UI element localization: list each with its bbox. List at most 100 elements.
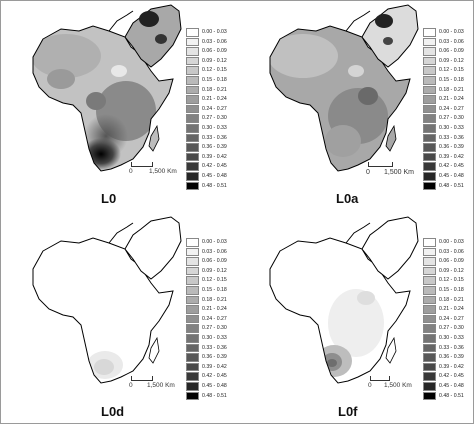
legend-range-label: 0.06 - 0.09 (439, 48, 464, 55)
scale-label: 1,500 Km (384, 382, 412, 389)
legend-class-row: 0.15 - 0.18 (186, 75, 250, 86)
legend-swatch (186, 295, 199, 305)
legend-class-row: 0.24 - 0.27 (186, 104, 250, 115)
legend-class-row: 0.36 - 0.39 (186, 353, 250, 363)
legend-class-row: 0.15 - 0.18 (186, 285, 250, 296)
legend-swatch (423, 75, 436, 85)
legend-range-label: 0.24 - 0.27 (202, 105, 227, 112)
scale-label: 1,500 Km (149, 168, 177, 175)
scale-zero: 0 (368, 382, 372, 389)
legend-swatch (186, 314, 199, 324)
legend-range-label: 0.21 - 0.24 (439, 306, 464, 313)
legend-range-label: 0.45 - 0.48 (439, 382, 464, 389)
legend-class-row: 0.24 - 0.27 (423, 104, 474, 115)
legend-swatch (423, 95, 436, 104)
legend-range-label: 0.33 - 0.36 (202, 344, 227, 351)
legend-class-row: 0.39 - 0.42 (186, 152, 250, 163)
legend-range-label: 0.15 - 0.18 (202, 76, 227, 83)
legend-swatch (186, 324, 199, 333)
legend-class-row: 0.09 - 0.12 (186, 56, 250, 67)
legend-class-row: 0.33 - 0.36 (423, 343, 474, 354)
legend-swatch (186, 266, 199, 276)
legend-class-row: 0.48 - 0.51 (186, 391, 250, 402)
legend-class-row: 0.00 - 0.03 (186, 28, 250, 38)
legend-range-label: 0.15 - 0.18 (202, 286, 227, 293)
legend-range-label: 0.09 - 0.12 (202, 57, 227, 64)
legend-range-label: 0.42 - 0.45 (439, 373, 464, 380)
legend-swatch (186, 56, 199, 66)
legend-range-label: 0.06 - 0.09 (202, 258, 227, 265)
legend-swatch (186, 238, 199, 247)
legend-class-row: 0.03 - 0.06 (423, 37, 474, 48)
legend-class-row: 0.45 - 0.48 (423, 381, 474, 392)
legend-class-row: 0.21 - 0.24 (186, 305, 250, 315)
legend-range-label: 0.30 - 0.33 (202, 124, 227, 131)
legend-range-label: 0.42 - 0.45 (439, 163, 464, 170)
legend-range-label: 0.48 - 0.51 (439, 182, 464, 189)
legend-range-label: 0.39 - 0.42 (439, 363, 464, 370)
legend-class-row: 0.36 - 0.39 (423, 143, 474, 153)
scale-bar-line (131, 162, 153, 167)
legend-range-label: 0.03 - 0.06 (439, 248, 464, 255)
legend-range-label: 0.12 - 0.15 (202, 277, 227, 284)
map-panel-l0d (1, 213, 238, 425)
legend-range-label: 0.00 - 0.03 (439, 239, 464, 245)
legend-class-row: 0.36 - 0.39 (186, 143, 250, 153)
legend-class-row: 0.42 - 0.45 (423, 162, 474, 172)
legend-class-row: 0.18 - 0.21 (423, 295, 474, 306)
legend-range-label: 0.21 - 0.24 (439, 96, 464, 103)
legend-class-row: 0.00 - 0.03 (186, 238, 250, 248)
legend-range-label: 0.03 - 0.06 (202, 248, 227, 255)
legend-range-label: 0.48 - 0.51 (202, 392, 227, 399)
legend-l0d: 0.00 - 0.03 0.03 - 0.06 0.06 - 0.09 0.09 - … (186, 238, 250, 401)
legend-class-row: 0.39 - 0.42 (423, 362, 474, 373)
legend-range-label: 0.42 - 0.45 (202, 373, 227, 380)
legend-range-label: 0.09 - 0.12 (439, 267, 464, 274)
legend-swatch (186, 333, 199, 343)
legend-swatch (186, 133, 199, 143)
legend-range-label: 0.33 - 0.36 (439, 344, 464, 351)
panel-label-l0a: L0a (336, 191, 359, 206)
legend-swatch (423, 37, 436, 47)
legend-class-row: 0.09 - 0.12 (423, 56, 474, 67)
scale-bar-l0f: 0 1,500 Km (368, 376, 430, 392)
legend-class-row: 0.03 - 0.06 (423, 247, 474, 258)
legend-class-row: 0.30 - 0.33 (186, 333, 250, 344)
scale-label: 1,500 Km (384, 169, 414, 176)
legend-range-label: 0.21 - 0.24 (202, 96, 227, 103)
legend-range-label: 0.39 - 0.42 (202, 153, 227, 160)
legend-class-row: 0.42 - 0.45 (423, 372, 474, 382)
legend-class-row: 0.33 - 0.36 (186, 343, 250, 354)
legend-class-row: 0.18 - 0.21 (423, 85, 474, 96)
legend-class-row: 0.06 - 0.09 (186, 47, 250, 57)
legend-range-label: 0.36 - 0.39 (202, 354, 227, 361)
legend-class-row: 0.06 - 0.09 (186, 257, 250, 267)
africa-map-l0 (32, 4, 182, 172)
scale-zero: 0 (129, 168, 133, 175)
legend-range-label: 0.18 - 0.21 (439, 86, 464, 93)
legend-range-label: 0.03 - 0.06 (202, 38, 227, 45)
legend-range-label: 0.00 - 0.03 (439, 29, 464, 35)
legend-class-row: 0.03 - 0.06 (186, 37, 250, 48)
legend-swatch (423, 143, 436, 152)
legend-range-label: 0.45 - 0.48 (439, 172, 464, 179)
legend-swatch (423, 362, 436, 372)
legend-swatch (423, 343, 436, 353)
legend-swatch (423, 104, 436, 114)
legend-class-row: 0.06 - 0.09 (423, 257, 474, 267)
africa-map-l0d (32, 216, 182, 384)
legend-swatch (186, 391, 199, 401)
legend-class-row: 0.39 - 0.42 (186, 362, 250, 373)
panel-label-l0d: L0d (101, 404, 125, 419)
legend-range-label: 0.39 - 0.42 (202, 363, 227, 370)
scale-bar-l0d: 0 1,500 Km (129, 376, 191, 392)
legend-swatch (186, 305, 199, 314)
legend-range-label: 0.06 - 0.09 (202, 48, 227, 55)
legend-range-label: 0.36 - 0.39 (202, 144, 227, 151)
legend-swatch (423, 56, 436, 66)
legend-class-row: 0.42 - 0.45 (186, 372, 250, 382)
legend-swatch (423, 324, 436, 333)
legend-swatch (186, 362, 199, 372)
legend-class-row: 0.09 - 0.12 (423, 266, 474, 277)
legend-range-label: 0.09 - 0.12 (439, 57, 464, 64)
